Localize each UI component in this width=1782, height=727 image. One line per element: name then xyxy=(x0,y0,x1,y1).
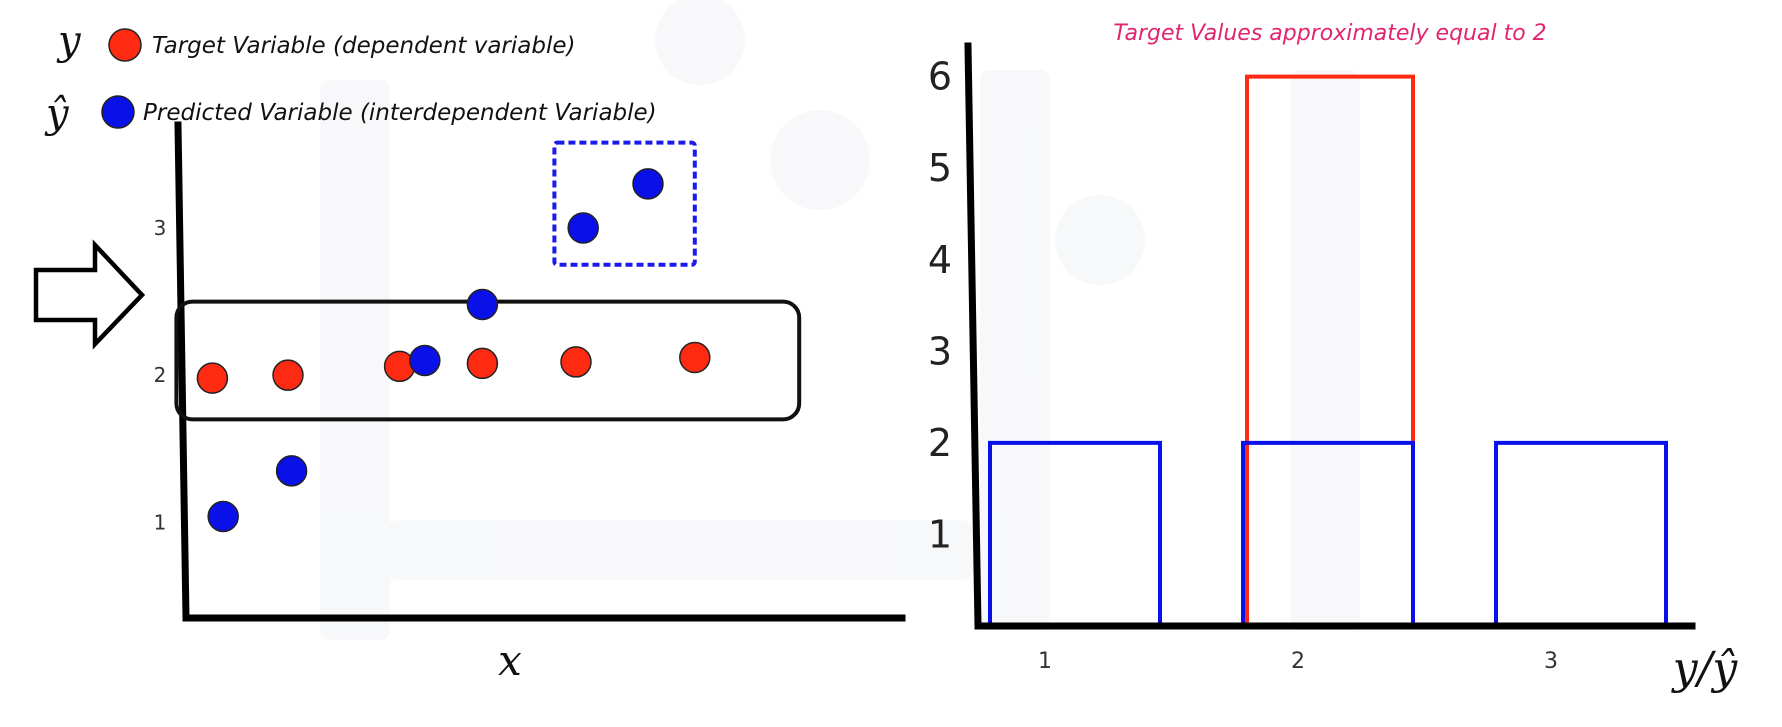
scatter-chart: 1 2 3 x xyxy=(154,121,906,685)
outlier-box-box xyxy=(552,140,697,267)
legend-symbol-yhat: ŷ xyxy=(44,91,70,137)
scatter-y-tick-label: 1 xyxy=(154,510,167,534)
histogram-y-tick-label: 1 xyxy=(928,512,952,556)
scatter-y-tick-label: 2 xyxy=(154,363,167,387)
histogram-y-tick-label: 4 xyxy=(928,238,952,282)
target-point xyxy=(466,347,499,380)
legend-marker-predicted xyxy=(101,95,135,129)
arrow-icon xyxy=(33,239,146,350)
histogram-x-tick-label: 3 xyxy=(1544,649,1558,674)
histogram-y-tick-label: 2 xyxy=(928,421,952,465)
legend: y Target Variable (dependent variable) ŷ… xyxy=(44,18,657,137)
predicted-point xyxy=(275,455,308,487)
predicted-point xyxy=(466,288,499,321)
scatter-y-tick-label: 3 xyxy=(154,216,167,240)
histogram-y-tick-label: 3 xyxy=(928,329,952,373)
legend-label-predicted: Predicted Variable (interdependent Varia… xyxy=(143,100,657,126)
legend-symbol-y: y xyxy=(56,18,82,64)
histogram-y-tick-label: 5 xyxy=(928,146,952,190)
target-point xyxy=(196,362,229,394)
predicted-point xyxy=(632,168,664,200)
histogram-x-tick-label: 1 xyxy=(1038,649,1052,674)
histogram-chart: 1 2 3 4 5 6 1 2 3 y/ŷ xyxy=(928,42,1739,694)
legend-label-target: Target Variable (dependent variable) xyxy=(152,33,575,59)
legend-marker-target xyxy=(108,28,142,62)
annotation-text: Target Values approximately equal to 2 xyxy=(1113,21,1546,46)
scatter-y-axis xyxy=(174,121,190,622)
scatter-x-axis-label: x xyxy=(498,636,522,685)
histogram-x-tick-label: 2 xyxy=(1291,649,1305,674)
predicted-point xyxy=(567,212,599,244)
predicted-bar-3 xyxy=(1494,440,1668,628)
target-point xyxy=(272,359,304,391)
histogram-y-tick-label: 6 xyxy=(928,55,952,99)
target-point xyxy=(679,341,711,374)
histogram-x-axis-label: y/ŷ xyxy=(1671,643,1739,694)
background-watermark xyxy=(320,0,1360,640)
predicted-point xyxy=(207,500,239,533)
histogram-y-axis xyxy=(964,42,982,630)
target-point xyxy=(560,346,592,378)
predicted-point xyxy=(409,344,441,377)
